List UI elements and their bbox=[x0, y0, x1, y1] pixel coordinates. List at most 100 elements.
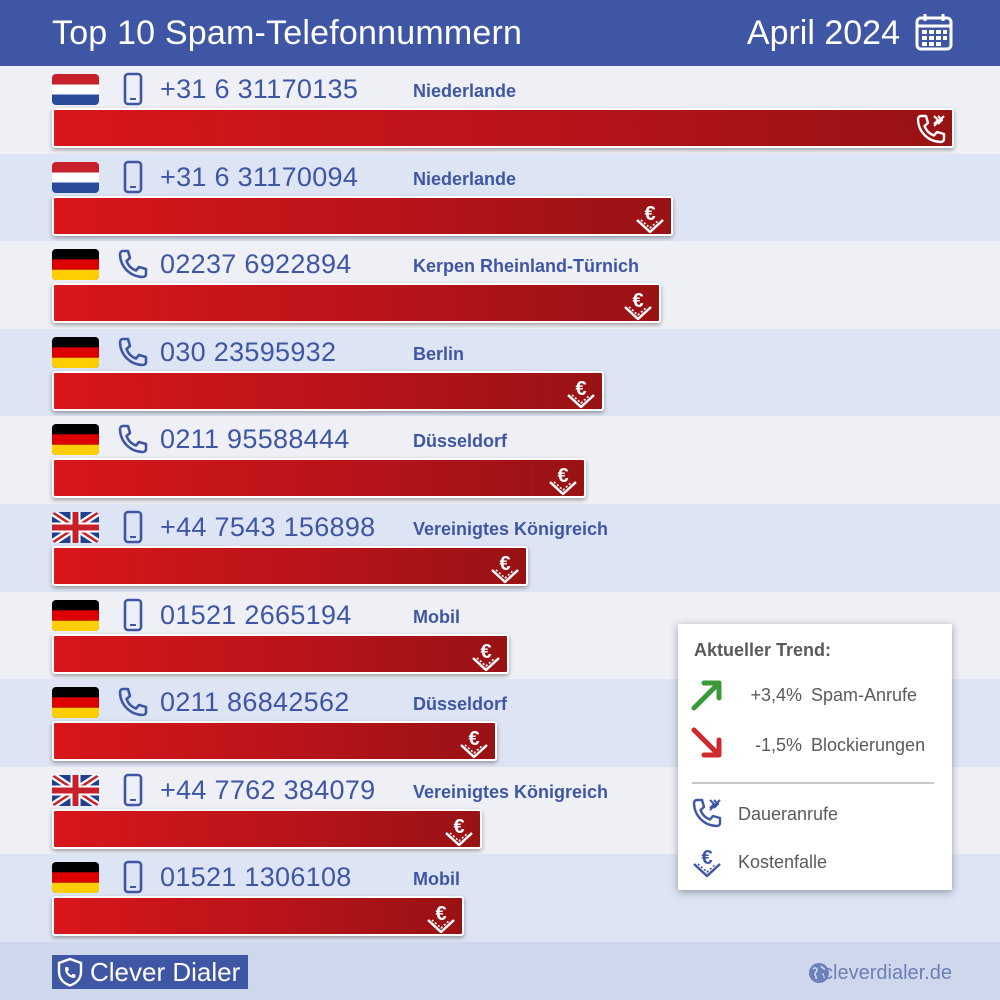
location-label: Mobil bbox=[413, 606, 460, 627]
chart-row: 02237 6922894 Kerpen Rheinland-Türnich € bbox=[0, 241, 1000, 329]
flag-germany-icon bbox=[52, 687, 99, 719]
brand-logo[interactable]: Clever Dialer bbox=[52, 955, 249, 989]
globe-icon bbox=[809, 963, 829, 983]
location-label: Niederlande bbox=[413, 168, 517, 189]
tick-label-number: 01521 2665194 bbox=[160, 599, 352, 630]
trend-legend: Aktueller Trend: +3,4% Spam-Anrufe -1,5%… bbox=[678, 624, 952, 890]
chart-row: +44 7543 156898 Vereinigtes Königreich € bbox=[0, 504, 1000, 592]
legend-divider bbox=[692, 782, 934, 784]
flag-uk-icon bbox=[52, 774, 99, 806]
location-label: Mobil bbox=[413, 869, 460, 890]
svg-text:€: € bbox=[632, 290, 643, 312]
trend-block-value: -1,5% bbox=[754, 735, 802, 755]
tick-label-number: +44 7762 384079 bbox=[160, 774, 376, 805]
flag-netherlands-icon bbox=[52, 74, 99, 105]
chart-bar: € bbox=[52, 370, 604, 411]
chart-bar: € bbox=[52, 458, 586, 499]
landline-phone-icon bbox=[118, 687, 148, 717]
persistent-calls-icon bbox=[916, 114, 946, 144]
svg-text:€: € bbox=[480, 641, 491, 663]
cost-trap-icon: € bbox=[491, 553, 519, 584]
chart-bar: € bbox=[52, 896, 464, 937]
tick-label-number: +44 7543 156898 bbox=[160, 512, 376, 542]
cost-trap-icon: € bbox=[472, 641, 500, 671]
shield-phone-icon bbox=[57, 957, 83, 987]
cost-trap-icon: € bbox=[624, 290, 652, 321]
trend-down-arrow-icon bbox=[691, 727, 722, 758]
chart-row: +31 6 31170094 Niederlande € bbox=[0, 153, 1000, 242]
legend-title: Aktueller Trend: bbox=[694, 640, 832, 660]
flag-germany-icon bbox=[52, 336, 99, 368]
landline-phone-icon bbox=[118, 337, 148, 367]
chart-bar bbox=[52, 108, 954, 148]
header: Top 10 Spam-Telefonnummern April 2024 bbox=[0, 0, 1000, 66]
cost-trap-icon: € bbox=[549, 465, 577, 496]
mobile-phone-icon bbox=[123, 773, 143, 807]
chart-row: +31 6 31170135 Niederlande bbox=[0, 66, 1000, 154]
tick-label-number: +31 6 31170094 bbox=[160, 161, 359, 192]
website-link[interactable]: cleverdialer.de bbox=[823, 962, 952, 984]
flag-germany-icon bbox=[52, 862, 99, 894]
chart-row: 0211 95588444 Düsseldorf € bbox=[0, 416, 1000, 504]
svg-text:€: € bbox=[701, 847, 712, 869]
cost-trap-icon: € bbox=[427, 903, 455, 934]
mobile-phone-icon bbox=[123, 72, 143, 106]
location-label: Vereinigtes Königreich bbox=[413, 519, 609, 539]
flag-germany-icon bbox=[52, 249, 99, 281]
tick-label-number: +31 6 31170135 bbox=[160, 74, 359, 104]
tick-label-number: 02237 6922894 bbox=[160, 249, 352, 280]
svg-text:€: € bbox=[435, 903, 446, 925]
key-cost-label: Kostenfalle bbox=[738, 852, 828, 872]
mobile-phone-icon bbox=[123, 598, 143, 631]
trend-spam-label: Spam-Anrufe bbox=[811, 685, 918, 705]
location-label: Kerpen Rheinland-Türnich bbox=[413, 256, 640, 277]
chart-bar: € bbox=[52, 721, 497, 762]
tick-label-number: 01521 1306108 bbox=[160, 862, 352, 893]
location-label: Berlin bbox=[413, 343, 465, 364]
svg-text:€: € bbox=[557, 465, 568, 487]
spam-number-chart: +31 6 31170135 Niederlande +31 6 31170094 N… bbox=[0, 66, 1000, 942]
persistent-calls-icon bbox=[692, 798, 722, 828]
chart-bar: € bbox=[52, 808, 482, 849]
trend-spam-value: +3,4% bbox=[750, 685, 802, 705]
chart-row: 01521 2665194 Mobil € bbox=[0, 591, 1000, 680]
brand-name: Clever Dialer bbox=[90, 957, 241, 987]
chart-row: 030 23595932 Berlin € bbox=[0, 328, 1000, 417]
page-title: Top 10 Spam-Telefonnummern bbox=[52, 14, 523, 52]
cost-trap-icon: € bbox=[636, 203, 664, 233]
chart-bar: € bbox=[52, 283, 661, 324]
landline-phone-icon bbox=[118, 425, 148, 454]
cost-trap-icon: € bbox=[460, 728, 488, 759]
mobile-phone-icon bbox=[123, 160, 143, 193]
flag-uk-icon bbox=[52, 512, 99, 543]
cost-trap-icon: € bbox=[445, 816, 473, 847]
tick-label-number: 0211 86842562 bbox=[160, 687, 350, 718]
report-date: April 2024 bbox=[746, 14, 900, 52]
location-label: Niederlande bbox=[413, 81, 517, 101]
location-label: Vereinigtes Königreich bbox=[413, 781, 609, 802]
mobile-phone-icon bbox=[123, 861, 143, 894]
flag-germany-icon bbox=[52, 424, 99, 456]
trend-up-arrow-icon bbox=[691, 680, 722, 711]
cost-trap-icon: € bbox=[567, 378, 595, 409]
svg-text:€: € bbox=[468, 728, 479, 750]
chart-bar: € bbox=[52, 546, 528, 586]
key-persistent-label: Daueranrufe bbox=[738, 804, 839, 824]
flag-netherlands-icon bbox=[52, 161, 99, 193]
svg-text:€: € bbox=[644, 203, 655, 225]
chart-bar: € bbox=[52, 195, 673, 236]
svg-text:€: € bbox=[499, 553, 510, 575]
landline-phone-icon bbox=[118, 249, 148, 279]
location-label: Düsseldorf bbox=[413, 694, 508, 715]
location-label: Düsseldorf bbox=[413, 431, 508, 452]
mobile-phone-icon bbox=[123, 510, 143, 544]
chart-bar: € bbox=[52, 633, 509, 674]
svg-text:€: € bbox=[453, 816, 464, 838]
calendar-icon bbox=[915, 14, 953, 51]
tick-label-number: 0211 95588444 bbox=[160, 424, 350, 455]
flag-germany-icon bbox=[52, 599, 99, 631]
trend-block-label: Blockierungen bbox=[811, 735, 926, 755]
svg-text:€: € bbox=[575, 378, 586, 400]
tick-label-number: 030 23595932 bbox=[160, 336, 337, 367]
cost-trap-icon: € bbox=[693, 847, 721, 878]
